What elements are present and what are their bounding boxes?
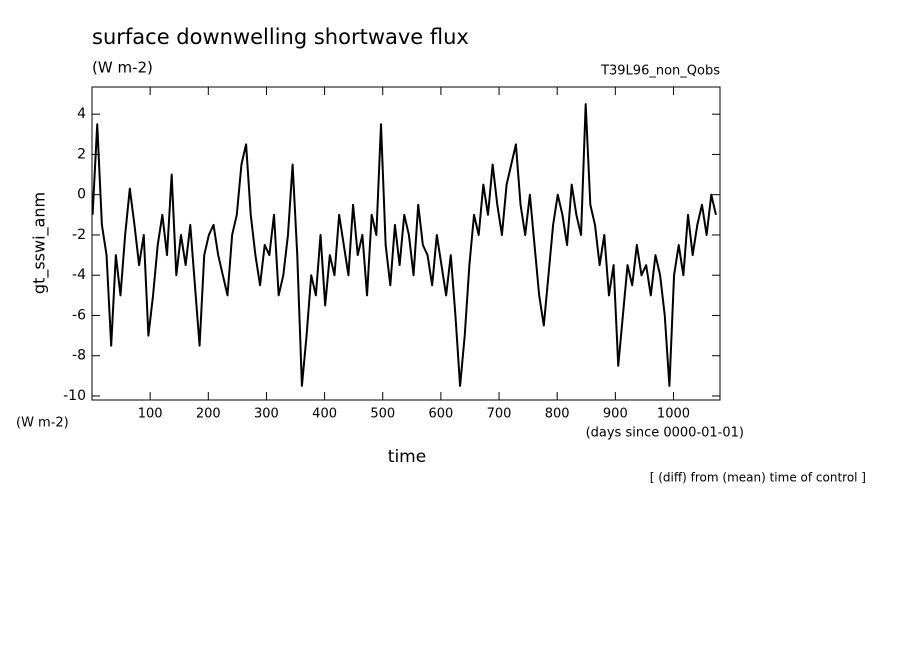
x-tick-label: 800 — [545, 407, 570, 422]
y-units: (W m-2) — [16, 416, 69, 431]
run-label: T39L96_non_Qobs — [600, 64, 720, 79]
y-tick-label: 0 — [77, 187, 86, 203]
x-tick-label: 400 — [312, 407, 337, 422]
note: [ (diff) from (mean) time of control ] — [650, 471, 866, 485]
x-tick-label: 100 — [138, 407, 163, 422]
y-tick-label: -4 — [72, 267, 86, 283]
chart-title: surface downwelling shortwave flux — [92, 25, 469, 49]
x-units: (days since 0000-01-01) — [586, 426, 744, 441]
x-tick-label: 900 — [603, 407, 628, 422]
x-tick-label: 700 — [487, 407, 512, 422]
y-tick-label: 2 — [77, 146, 86, 162]
x-tick-label: 200 — [196, 407, 221, 422]
y-tick-label: -10 — [63, 388, 86, 404]
x-tick-label: 1000 — [657, 407, 690, 422]
x-tick-label: 300 — [254, 407, 279, 422]
y-axis-label: gt_sswi_anm — [30, 192, 50, 294]
y-tick-label: -2 — [72, 227, 86, 243]
x-tick-label: 600 — [428, 407, 453, 422]
data-line — [91, 103, 717, 387]
y-tick-label: -8 — [72, 348, 86, 364]
chart-subtitle: (W m-2) — [92, 59, 153, 77]
plot-frame — [91, 86, 721, 401]
x-tick-label: 500 — [370, 407, 395, 422]
y-tick-label: -6 — [72, 307, 86, 323]
x-axis-label: time — [388, 447, 426, 467]
y-tick-label: 4 — [77, 106, 86, 122]
